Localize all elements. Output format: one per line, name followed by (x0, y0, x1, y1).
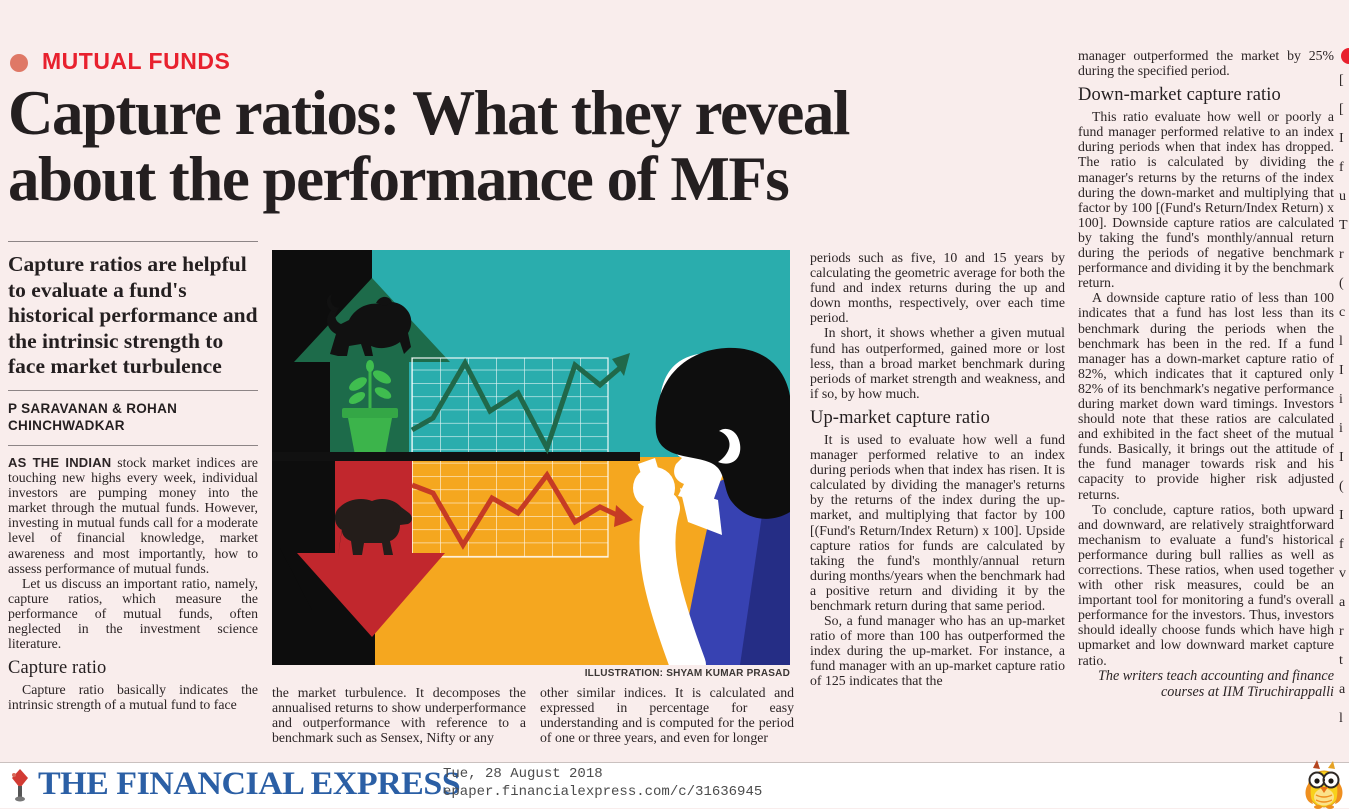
masthead-title: THE FINANCIAL EXPRESS (38, 766, 461, 802)
owl-mascot-icon[interactable] (1300, 759, 1348, 809)
byline: P SARAVANAN & ROHAN CHINCHWADKAR (8, 401, 178, 433)
paragraph: manager outperformed the market by 25% d… (1078, 48, 1334, 79)
paragraph: other similar indices. It is calculated … (540, 685, 794, 746)
paragraph: A downside capture ratio of less than 10… (1078, 290, 1334, 502)
epaper-footer: THE FINANCIAL EXPRESS Tue, 28 August 201… (0, 759, 1349, 809)
masthead-flame-icon (12, 769, 28, 802)
paragraph: It is used to evaluate how well a fund m… (810, 431, 1065, 613)
thinking-man-illustration (633, 347, 790, 665)
section-label: MUTUAL FUNDS (42, 48, 231, 74)
rising-trend-line-icon (410, 353, 630, 455)
illustration-caption: ILLUSTRATION: SHYAM KUMAR PRASAD (584, 668, 790, 679)
rule-bottom (8, 445, 258, 446)
paragraph: Let us discuss an important ratio, namel… (8, 575, 258, 652)
article-column-4: periods such as five, 10 and 15 years by… (810, 250, 1065, 758)
rule-mid (8, 390, 258, 391)
lead-in: AS THE INDIAN (8, 455, 112, 470)
headline-line-2: about the performance of MFs (8, 144, 790, 214)
article-column-5: manager outperformed the market by 25% d… (1078, 48, 1334, 756)
footer-date: Tue, 28 August 2018 (443, 766, 603, 782)
page-title: Capture ratios: What they reveal about t… (8, 80, 1068, 212)
next-section-dot-fragment (1341, 48, 1349, 64)
article-column-2: the market turbulence. It decomposes the… (272, 685, 526, 751)
mid-divider-bar (272, 452, 640, 461)
ear (718, 428, 741, 464)
hair (655, 347, 790, 519)
paragraph: To conclude, capture ratios, both upward… (1078, 501, 1334, 668)
subhead-down-market: Down-market capture ratio (1078, 85, 1281, 106)
subhead-up-market: Up-market capture ratio (810, 407, 991, 428)
paragraph: periods such as five, 10 and 15 years by… (810, 250, 1065, 326)
paragraph: AS THE INDIAN stock market indices are t… (8, 455, 258, 576)
article-column-1: AS THE INDIAN stock market indices are t… (8, 455, 258, 755)
rule-top (8, 241, 258, 242)
bull-icon (326, 294, 412, 356)
footer-url-link[interactable]: epaper.financialexpress.com/c/31636945 (443, 784, 763, 800)
bear-icon (334, 499, 412, 556)
paragraph: the market turbulence. It decomposes the… (272, 685, 526, 746)
author-note: The writers teach accounting and finance… (1097, 667, 1334, 701)
page-edge-fragments: [ [ I f u T r ( c l I i i I ( I f v a r … (1339, 73, 1348, 726)
paragraph: In short, it shows whether a given mutua… (810, 325, 1065, 401)
headline-line-1: Capture ratios: What they reveal (8, 78, 850, 148)
section-dot-icon (10, 54, 28, 72)
market-illustration (272, 250, 790, 665)
paragraph: Capture ratio basically indicates the in… (8, 682, 258, 713)
paragraph: So, a fund manager who has an up-market … (810, 613, 1065, 689)
plant-icon (342, 360, 398, 455)
subhead-capture-ratio: Capture ratio (8, 658, 107, 679)
paragraph: This ratio evaluate how well or poorly a… (1078, 109, 1334, 291)
falling-trend-line-icon (411, 470, 633, 550)
article-column-3: other similar indices. It is calculated … (540, 685, 794, 751)
standfirst: Capture ratios are helpful to evaluate a… (8, 252, 258, 379)
